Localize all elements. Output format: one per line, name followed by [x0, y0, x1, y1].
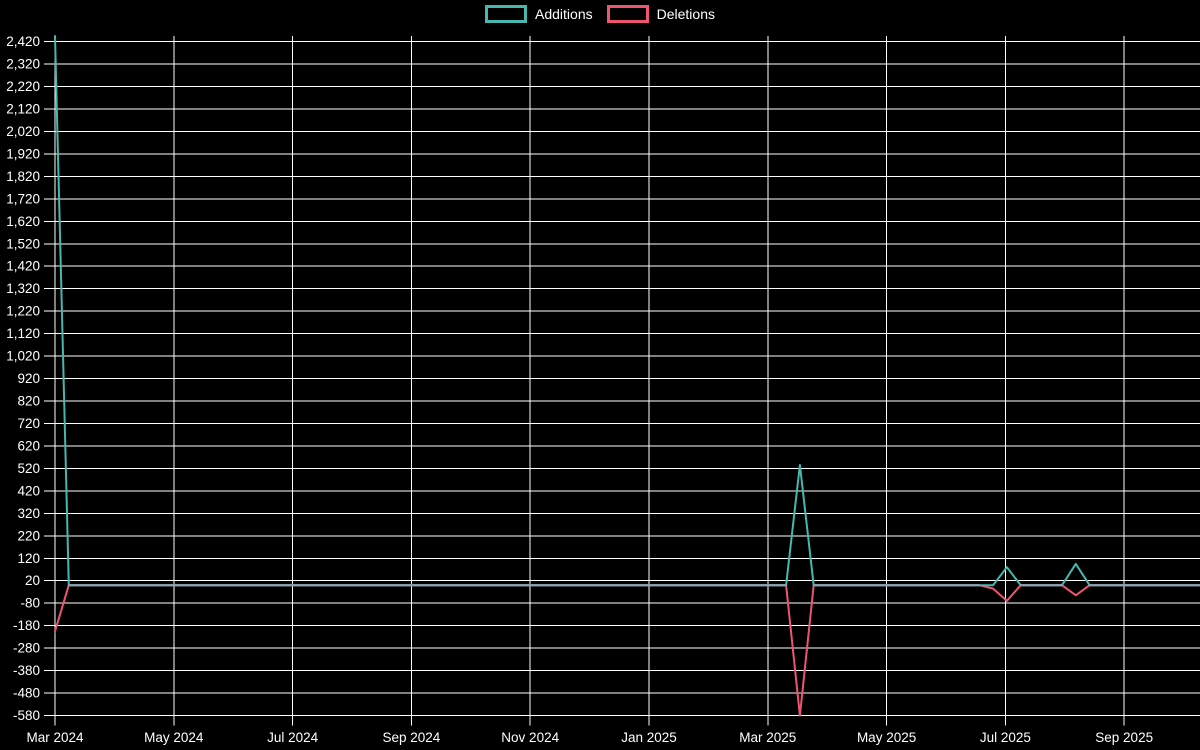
x-tick-label: May 2024 — [144, 730, 204, 745]
y-tick-label: 720 — [17, 416, 40, 431]
y-tick-label: 1,820 — [6, 169, 40, 184]
axis-labels: 2,420 2,320 2,220 2,120 2,020 1,920 1,820 1,720… — [6, 34, 1153, 745]
y-tick-label: 1,120 — [6, 326, 40, 341]
y-tick-label: 1,720 — [6, 191, 40, 206]
x-tick-label: Jan 2025 — [621, 730, 677, 745]
y-tick-label: 2,020 — [6, 124, 40, 139]
additions-line — [54, 35, 1200, 587]
y-tick-label: 20 — [25, 573, 40, 588]
deletions-line — [54, 584, 1200, 717]
y-tick-label: 820 — [17, 394, 40, 409]
y-tick-label: 1,420 — [6, 259, 40, 274]
data-series — [54, 35, 1200, 717]
y-tick-label: 620 — [17, 438, 40, 453]
y-tick-label: 320 — [17, 506, 40, 521]
y-tick-label: 1,020 — [6, 349, 40, 364]
chart-legend: Additions Deletions — [0, 5, 1200, 23]
deletions-legend-label: Deletions — [656, 6, 715, 22]
y-tick-label: 2,120 — [6, 102, 40, 117]
x-tick-label: Jul 2024 — [267, 730, 319, 745]
y-tick-label: 2,420 — [6, 34, 40, 49]
y-tick-label: 420 — [17, 483, 40, 498]
y-tick-label: 2,320 — [6, 57, 40, 72]
y-tick-label: 2,220 — [6, 79, 40, 94]
y-tick-label: -180 — [13, 618, 40, 633]
y-tick-label: 1,320 — [6, 281, 40, 296]
additions-swatch-icon — [485, 5, 528, 23]
y-tick-label: -580 — [13, 708, 40, 723]
y-tick-label: 220 — [17, 528, 40, 543]
y-tick-label: 520 — [17, 461, 40, 476]
y-tick-label: 920 — [17, 371, 40, 386]
x-tick-label: Sep 2024 — [382, 730, 440, 745]
x-tick-label: Mar 2024 — [26, 730, 84, 745]
legend-item-additions: Additions — [485, 5, 593, 23]
additions-legend-label: Additions — [535, 6, 593, 22]
y-tick-label: 1,920 — [6, 146, 40, 161]
x-tick-label: Jul 2025 — [980, 730, 1031, 745]
deletions-swatch-icon — [606, 5, 649, 23]
y-tick-label: 120 — [17, 551, 40, 566]
y-tick-label: 1,520 — [6, 236, 40, 251]
x-tick-label: Nov 2024 — [501, 730, 559, 745]
y-tick-label: 1,620 — [6, 214, 40, 229]
x-tick-label: May 2025 — [857, 730, 916, 745]
y-tick-label: -380 — [13, 663, 40, 678]
axis-ticks — [44, 41, 1125, 726]
y-tick-label: 1,220 — [6, 304, 40, 319]
y-tick-label: -80 — [20, 596, 40, 611]
legend-item-deletions: Deletions — [606, 5, 715, 23]
y-tick-label: -280 — [13, 641, 40, 656]
x-tick-label: Sep 2025 — [1095, 730, 1153, 745]
y-tick-label: -480 — [13, 686, 40, 701]
gridlines — [54, 36, 1200, 716]
x-tick-label: Mar 2025 — [739, 730, 796, 745]
